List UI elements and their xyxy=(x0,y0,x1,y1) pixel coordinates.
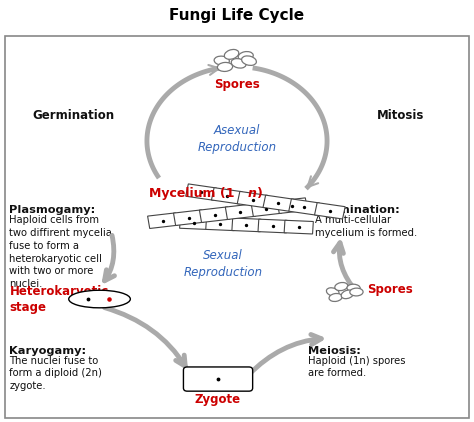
Ellipse shape xyxy=(335,282,348,291)
Text: A multi-cellular
mycelium is formed.: A multi-cellular mycelium is formed. xyxy=(315,215,418,238)
Ellipse shape xyxy=(347,284,360,292)
Ellipse shape xyxy=(327,288,339,296)
Text: Plasmogamy:: Plasmogamy: xyxy=(9,206,96,215)
Ellipse shape xyxy=(214,56,229,65)
Text: Spores: Spores xyxy=(367,283,413,296)
Text: Haploid (1n) spores
are formed.: Haploid (1n) spores are formed. xyxy=(308,356,406,379)
Text: ): ) xyxy=(257,187,263,200)
Text: Heterokaryotic
stage: Heterokaryotic stage xyxy=(9,285,109,314)
Text: n: n xyxy=(248,187,257,200)
Polygon shape xyxy=(277,198,308,214)
Ellipse shape xyxy=(69,290,130,308)
Ellipse shape xyxy=(350,288,363,296)
Ellipse shape xyxy=(242,56,256,65)
Ellipse shape xyxy=(329,293,342,301)
Ellipse shape xyxy=(231,59,246,68)
Polygon shape xyxy=(147,213,178,228)
Ellipse shape xyxy=(218,62,233,71)
Polygon shape xyxy=(211,188,242,204)
Text: Germination: Germination xyxy=(32,109,115,122)
Ellipse shape xyxy=(238,51,253,61)
Polygon shape xyxy=(232,218,261,232)
Polygon shape xyxy=(263,195,294,211)
Text: Fungi Life Cycle: Fungi Life Cycle xyxy=(169,8,305,23)
Polygon shape xyxy=(225,204,255,219)
Polygon shape xyxy=(258,219,287,233)
Ellipse shape xyxy=(224,49,239,59)
Text: Haploid cells from
two diffirent mycelia
fuse to form a
heterokaryotic cell
with: Haploid cells from two diffirent mycelia… xyxy=(9,215,112,289)
Polygon shape xyxy=(200,207,230,222)
Polygon shape xyxy=(315,203,345,219)
Text: Meiosis:: Meiosis: xyxy=(308,346,361,356)
FancyBboxPatch shape xyxy=(183,367,253,391)
Text: Mitosis: Mitosis xyxy=(377,109,424,122)
Polygon shape xyxy=(206,217,235,230)
Text: Germination:: Germination: xyxy=(315,206,400,215)
Polygon shape xyxy=(180,216,209,230)
Polygon shape xyxy=(237,192,268,208)
Text: The nuclei fuse to
form a diploid (2n)
zygote.: The nuclei fuse to form a diploid (2n) z… xyxy=(9,356,102,391)
Polygon shape xyxy=(173,210,204,225)
Text: Spores: Spores xyxy=(214,78,260,92)
Text: Zygote: Zygote xyxy=(195,393,241,406)
Polygon shape xyxy=(186,184,216,200)
Text: Mycelium (1: Mycelium (1 xyxy=(149,187,235,200)
Text: Asexual
Reproduction: Asexual Reproduction xyxy=(198,124,276,154)
Text: Sexual
Reproduction: Sexual Reproduction xyxy=(183,249,262,279)
Ellipse shape xyxy=(341,290,354,299)
Polygon shape xyxy=(289,199,319,215)
Polygon shape xyxy=(251,201,282,216)
Text: Karyogamy:: Karyogamy: xyxy=(9,346,87,356)
Polygon shape xyxy=(284,220,313,234)
